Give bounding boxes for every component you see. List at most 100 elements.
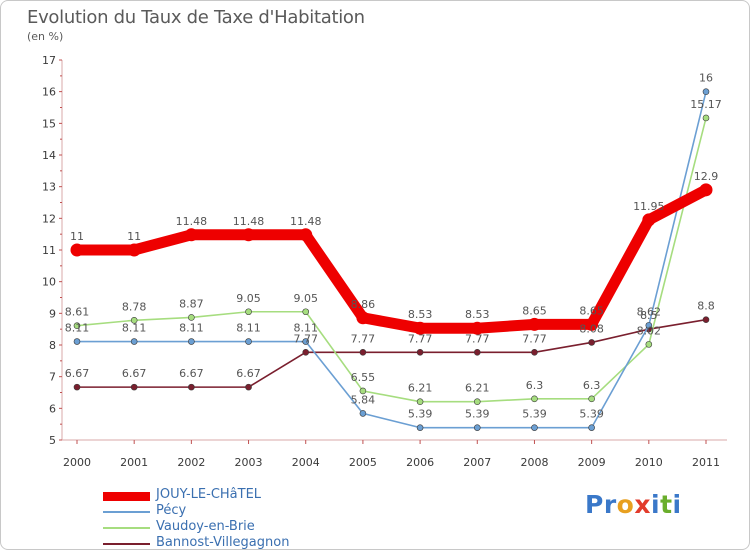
y-tick-label: 10 <box>42 276 56 289</box>
legend-swatch <box>103 543 150 545</box>
series-point-0 <box>356 311 370 325</box>
series-point-1 <box>531 424 538 431</box>
series-point-0 <box>184 228 198 242</box>
series-point-1 <box>245 338 252 345</box>
x-tick-label: 2000 <box>63 456 91 469</box>
y-tick-label: 5 <box>49 434 56 447</box>
series-point-2 <box>416 398 424 405</box>
series-point-2 <box>188 314 195 321</box>
chart-axes: 5 6 7 8 9 10 11 12 13 14 15 16 17 2000 2001 2002 2003 200… <box>42 54 727 469</box>
series-point-3 <box>588 339 595 346</box>
x-tick-label: 2011 <box>692 456 720 469</box>
y-tick-label: 6 <box>49 402 56 415</box>
data-label: 8.53 <box>465 308 490 321</box>
x-tick-label: 2008 <box>520 456 548 469</box>
x-tick-label: 2006 <box>406 456 434 469</box>
data-label: 6.21 <box>408 382 433 395</box>
series-point-0 <box>242 228 256 242</box>
series-point-2 <box>531 395 538 403</box>
logo-letter: i <box>651 490 661 519</box>
x-tick-label: 2002 <box>177 456 205 469</box>
series-point-0 <box>642 213 656 227</box>
logo-letter: P <box>585 490 604 519</box>
data-label: 8.78 <box>122 300 147 313</box>
series-line-3 <box>76 318 707 388</box>
data-label: 7.77 <box>408 332 433 345</box>
y-tick-label: 9 <box>49 307 56 320</box>
legend-swatch <box>103 511 150 513</box>
series-point-0 <box>127 243 141 257</box>
x-tick-label: 2009 <box>578 456 606 469</box>
data-label: 6.67 <box>122 367 147 380</box>
data-label: 8.87 <box>179 297 204 310</box>
data-label: 7.77 <box>293 332 318 345</box>
data-label: 8.11 <box>236 322 261 335</box>
series-point-3 <box>359 348 367 356</box>
legend-label: Pécy <box>156 503 187 518</box>
data-label: 6.67 <box>236 367 261 380</box>
series-point-1 <box>73 338 81 345</box>
logo-letter: o <box>616 490 635 519</box>
data-label: 12.9 <box>694 170 719 183</box>
series-point-3 <box>245 383 252 391</box>
series-line-1 <box>76 90 707 429</box>
data-label: 15.17 <box>690 98 722 111</box>
logo-letter: r <box>603 490 617 519</box>
series-point-2 <box>645 341 653 348</box>
series-point-1 <box>645 322 653 329</box>
logo-letter: t <box>660 490 673 519</box>
data-label: 11.95 <box>633 200 665 213</box>
series-point-0 <box>70 243 84 257</box>
data-label: 11.48 <box>290 215 322 228</box>
data-label: 6.3 <box>583 379 601 392</box>
y-tick-label: 14 <box>42 149 56 162</box>
data-label: 8.86 <box>351 298 376 311</box>
series-point-0 <box>527 317 541 331</box>
series-point-2 <box>588 395 595 403</box>
line-chart: 5 6 7 8 9 10 11 12 13 14 15 16 17 2000 2001 2002 2003 200… <box>42 54 727 469</box>
data-label: 5.39 <box>408 408 433 421</box>
series-point-2 <box>702 114 710 122</box>
data-label: 11 <box>127 230 141 243</box>
data-label: 8.11 <box>293 322 318 335</box>
data-label: 8.11 <box>179 322 204 335</box>
legend-label: Vaudoy-en-Brie <box>156 519 255 534</box>
data-label: 9.05 <box>293 292 318 305</box>
data-label: 8.65 <box>522 304 547 317</box>
x-tick-label: 2010 <box>635 456 663 469</box>
series-point-1 <box>588 424 595 431</box>
series-point-3 <box>302 348 310 356</box>
series-point-1 <box>416 424 424 431</box>
x-tick-label: 2003 <box>235 456 263 469</box>
series-point-0 <box>585 317 599 331</box>
series-point-1 <box>130 338 138 345</box>
y-tick-label: 7 <box>49 371 56 384</box>
y-tick-label: 11 <box>42 244 56 257</box>
data-label: 8.61 <box>65 306 90 319</box>
data-label: 6.21 <box>465 382 490 395</box>
data-label: 8.8 <box>697 300 715 313</box>
data-label: 8.65 <box>579 304 604 317</box>
x-tick-label: 2001 <box>120 456 148 469</box>
series-point-2 <box>73 322 81 329</box>
logo-letter: x <box>634 490 651 519</box>
data-label: 5.84 <box>351 393 376 406</box>
series-point-2 <box>302 308 310 316</box>
data-label: 6.3 <box>526 379 544 392</box>
series-point-0 <box>413 321 427 335</box>
data-labels-layer: 11 11 11.48 11.48 11.48 8.86 8.53 8.53 8.65 8.65 1… <box>65 72 722 421</box>
proxiti-logo: Proxiti <box>585 490 682 519</box>
data-label: 5.39 <box>522 408 547 421</box>
series-point-1 <box>359 410 367 417</box>
y-tick-label: 17 <box>42 54 56 67</box>
legend-label: Bannost-Villegagnon <box>156 535 290 550</box>
logo-letter: i <box>672 490 682 519</box>
y-tick-label: 15 <box>42 117 56 130</box>
data-label: 6.55 <box>351 371 376 384</box>
data-label: 8.02 <box>637 324 662 337</box>
series-point-1 <box>702 88 710 95</box>
series-point-3 <box>188 383 195 391</box>
data-label: 8.5 <box>640 309 658 322</box>
data-label: 7.77 <box>465 332 490 345</box>
